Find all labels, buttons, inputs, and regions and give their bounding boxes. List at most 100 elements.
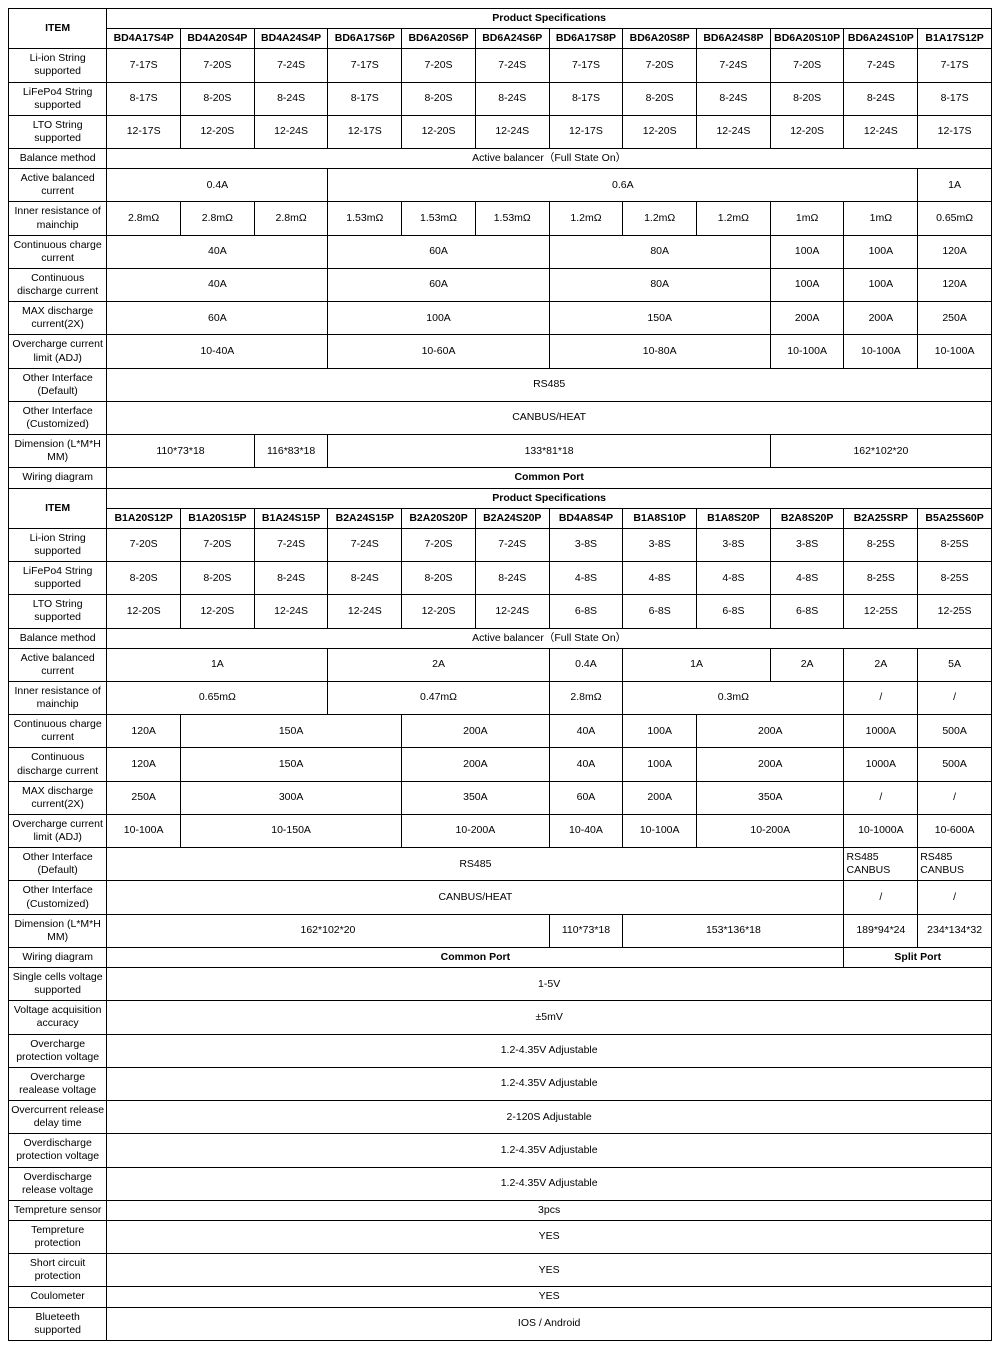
row-label: Balance method [9,628,107,648]
table-row: Wiring diagramCommon PortSplit Port [9,947,992,967]
cell: 7-24S [697,49,771,82]
cell: 10-200A [402,814,549,847]
row-label: Inner resistance of mainchip [9,202,107,235]
cell: 10-80A [549,335,770,368]
product-header: B2A25SRP [844,508,918,528]
cell: 5A [918,648,992,681]
cell: 300A [181,781,402,814]
product-header: BD4A20S4P [181,29,255,49]
cell: 153*136*18 [623,914,844,947]
product-header: B5A25S60P [918,508,992,528]
cell: 8-24S [254,82,328,115]
cell: 12-24S [475,115,549,148]
table-row: Tempreture sensor3pcs [9,1200,992,1220]
cell: 12-20S [181,595,255,628]
cell: 0.6A [328,169,918,202]
cell: 7-20S [402,49,476,82]
row-label: Dimension (L*M*H MM) [9,435,107,468]
item-header: ITEM [9,9,107,49]
product-header: B1A20S12P [107,508,181,528]
table-row: Overcharge current limit (ADJ)10-100A10-… [9,814,992,847]
table-row: Active balanced current0.4A0.6A1A [9,169,992,202]
cell: 110*73*18 [549,914,623,947]
cell: 7-20S [181,528,255,561]
row-label: Li-ion String supported [9,49,107,82]
cell: 0.3mΩ [623,681,844,714]
cell: CANBUS/HEAT [107,401,992,434]
cell: 2.8mΩ [549,681,623,714]
cell: RS485 [107,848,844,881]
cell: 7-20S [181,49,255,82]
cell: 12-24S [254,115,328,148]
row-label: Tempreture sensor [9,1200,107,1220]
cell: 150A [181,748,402,781]
product-header: B2A24S20P [475,508,549,528]
row-label: Active balanced current [9,648,107,681]
product-header: B2A20S20P [402,508,476,528]
row-label: Dimension (L*M*H MM) [9,914,107,947]
cell: 0.47mΩ [328,681,549,714]
row-label: LiFePo4 String supported [9,82,107,115]
cell: 8-17S [549,82,623,115]
cell: 1.53mΩ [328,202,402,235]
table-row: CoulometerYES [9,1287,992,1307]
cell: 200A [697,715,844,748]
table-row: Tempreture protectionYES [9,1220,992,1253]
cell: / [918,881,992,914]
cell: 12-24S [328,595,402,628]
cell: 1000A [844,748,918,781]
table-row: Voltage acquisition accuracy±5mV [9,1001,992,1034]
cell: 100A [770,268,844,301]
cell: 12-25S [844,595,918,628]
table-row: Overcharge realease voltage1.2-4.35V Adj… [9,1067,992,1100]
cell: 2A [844,648,918,681]
cell: 10-100A [107,814,181,847]
cell: 6-8S [549,595,623,628]
cell: 8-20S [181,82,255,115]
table-row: Overcharge protection voltage1.2-4.35V A… [9,1034,992,1067]
table-row: Overdischarge release voltage1.2-4.35V A… [9,1167,992,1200]
cell: 8-24S [254,562,328,595]
row-label: Voltage acquisition accuracy [9,1001,107,1034]
cell: 60A [328,268,549,301]
cell: 10-1000A [844,814,918,847]
row-label: Other Interface (Default) [9,848,107,881]
table-row: Blueteeth supportedIOS / Android [9,1307,992,1340]
cell: 7-20S [402,528,476,561]
row-label: MAX discharge current(2X) [9,781,107,814]
product-header: B1A17S12P [918,29,992,49]
table-row: Wiring diagramCommon Port [9,468,992,488]
cell: 1.2-4.35V Adjustable [107,1034,992,1067]
product-header: BD4A17S4P [107,29,181,49]
product-header: B2A24S15P [328,508,402,528]
cell: 200A [844,302,918,335]
cell: 7-20S [770,49,844,82]
cell: YES [107,1220,992,1253]
product-header: B1A24S15P [254,508,328,528]
cell: 3pcs [107,1200,992,1220]
cell: 7-17S [328,49,402,82]
product-spec-header: Product Specifications [107,9,992,29]
cell: 12-24S [475,595,549,628]
cell: 8-25S [918,528,992,561]
cell: 200A [623,781,697,814]
cell: 8-24S [844,82,918,115]
row-label: Continuous charge current [9,715,107,748]
cell: 60A [328,235,549,268]
row-label: Continuous charge current [9,235,107,268]
cell: 100A [844,235,918,268]
row-label: Overcharge protection voltage [9,1034,107,1067]
cell: 8-20S [402,562,476,595]
cell: 7-17S [107,49,181,82]
table-row: Overdischarge protection voltage1.2-4.35… [9,1134,992,1167]
product-header: BD6A24S10P [844,29,918,49]
cell: 8-24S [328,562,402,595]
table-row: Overcurrent release delay time2-120S Adj… [9,1101,992,1134]
cell: 8-25S [844,562,918,595]
cell: 1.53mΩ [475,202,549,235]
spec-table: ITEMProduct SpecificationsBD4A17S4PBD4A2… [8,8,992,1341]
cell: Active balancer（Full State On） [107,628,992,648]
cell: 234*134*32 [918,914,992,947]
cell: 1-5V [107,968,992,1001]
product-header: B1A8S20P [697,508,771,528]
